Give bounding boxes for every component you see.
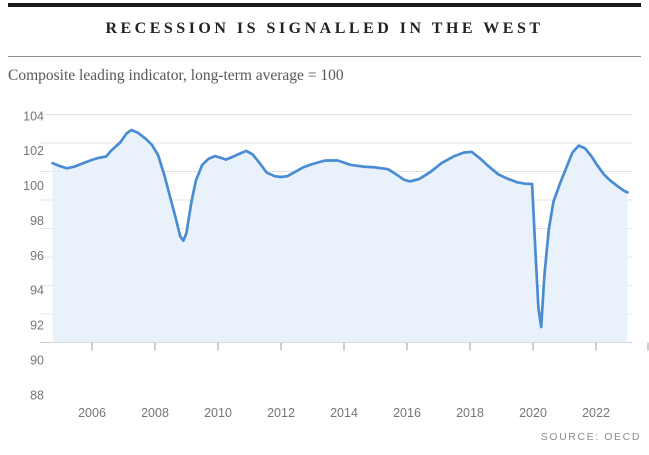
x-tick-label: 2008 <box>141 406 169 420</box>
top-bar <box>8 3 641 7</box>
x-tick-label: 2006 <box>78 406 106 420</box>
x-tick-label: 2010 <box>204 406 232 420</box>
y-tick-label: 100 <box>23 179 44 193</box>
y-tick-label: 96 <box>30 249 44 263</box>
cli-line <box>51 128 629 329</box>
x-tick-label: 2014 <box>330 406 358 420</box>
x-tick-label: 2012 <box>267 406 295 420</box>
title-rule <box>8 56 641 57</box>
chart-subtitle: Composite leading indicator, long-term a… <box>8 67 344 84</box>
x-tick-label: 2020 <box>519 406 547 420</box>
y-tick-label: 102 <box>23 144 44 158</box>
x-tick-label: 2022 <box>582 406 610 420</box>
x-tick-label: 2018 <box>456 406 484 420</box>
y-tick-label: 92 <box>30 319 44 333</box>
x-tick-label: 2016 <box>393 406 421 420</box>
y-tick-label: 94 <box>30 284 44 298</box>
y-tick-label: 98 <box>30 214 44 228</box>
source-label: SOURCE: OECD <box>540 431 641 443</box>
y-tick-label: 104 <box>23 109 44 123</box>
page-title: RECESSION IS SIGNALLED IN THE WEST <box>105 20 544 37</box>
y-tick-label: 90 <box>30 353 44 367</box>
y-tick-label: 88 <box>30 388 44 402</box>
